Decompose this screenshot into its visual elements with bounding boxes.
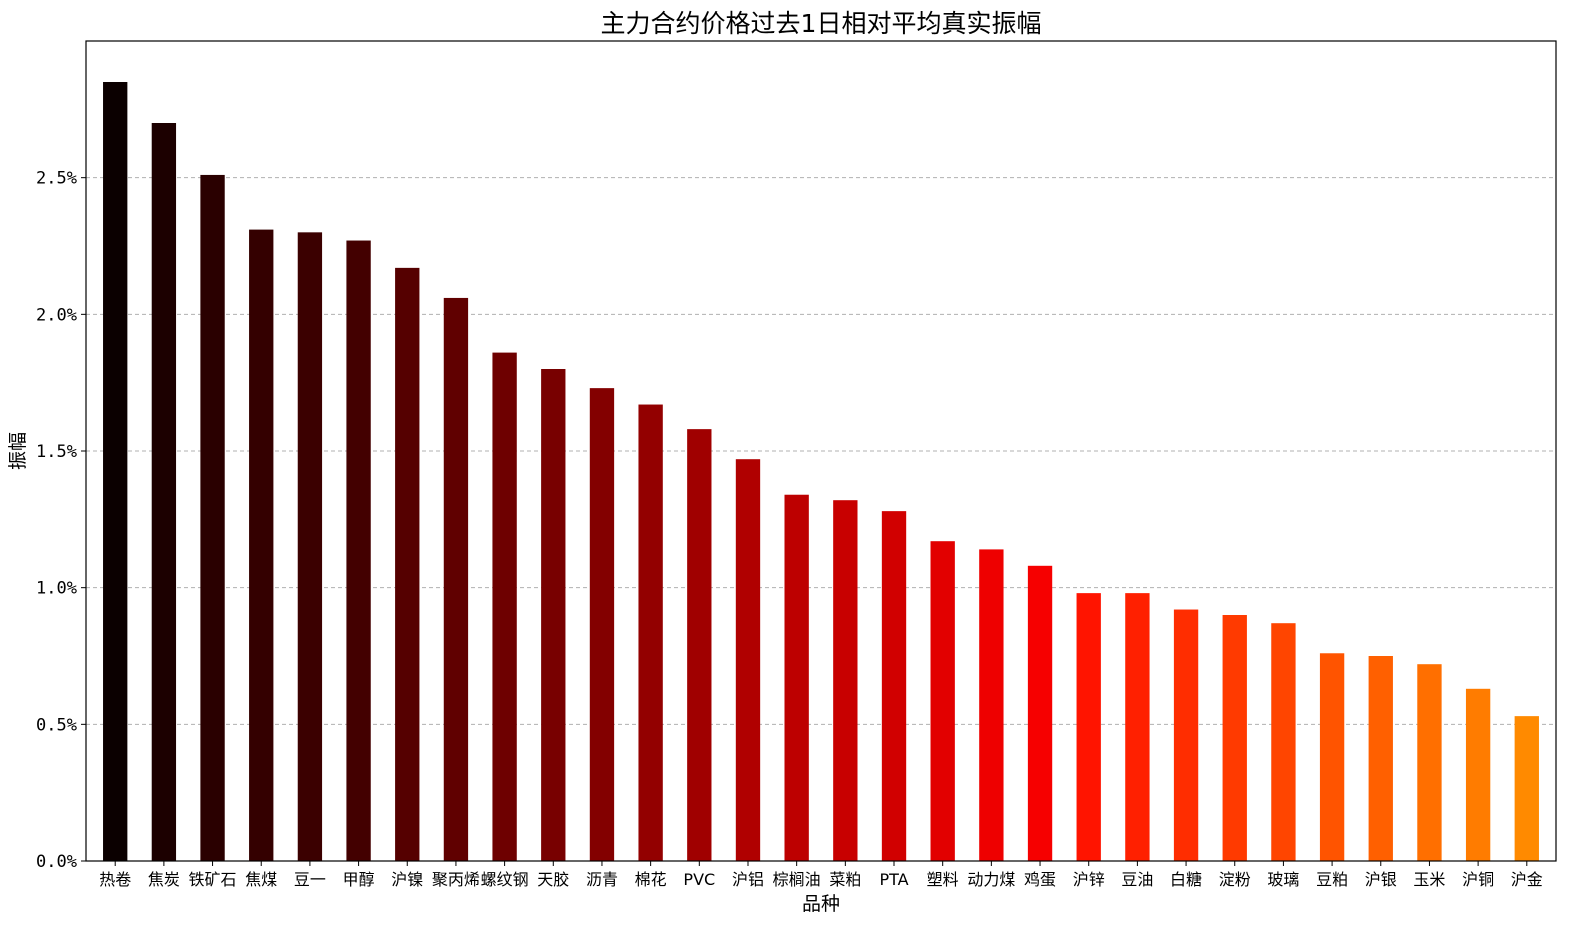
bar [492,352,517,861]
y-axis-title: 振幅 [7,432,29,470]
bar [979,549,1004,861]
grid-lines [86,177,1556,725]
bar [1368,656,1393,861]
x-tick-label: 沪银 [1365,870,1397,889]
x-tick-label: 焦炭 [148,870,180,889]
x-tick-label: 棉花 [635,870,667,889]
x-tick-label: 玉米 [1413,870,1445,889]
bar [151,123,177,861]
x-tick-label: 焦煤 [245,870,277,889]
bar [103,82,128,861]
x-tick-label: 沪金 [1511,870,1543,889]
bar [1271,623,1296,861]
y-tick-label: 1.0% [36,579,77,599]
x-tick-label: 沥青 [586,870,618,889]
x-tick-label: 甲醇 [343,870,375,889]
x-axis-title: 品种 [802,893,840,915]
x-tick-label: PVC [683,870,715,889]
y-tick-label: 2.0% [36,305,77,325]
x-tick-label: 白糖 [1170,870,1202,889]
bar [735,459,761,861]
bars [103,82,1539,862]
bar [249,229,274,862]
bar [1514,716,1539,861]
x-tick-label: 淀粉 [1219,870,1251,889]
x-tick-label: 豆粕 [1316,870,1348,889]
x-tick-label: 铁矿石 [189,870,237,889]
bar [589,388,615,861]
x-tick-label: 棕榈油 [773,870,821,889]
bar [346,240,371,862]
x-tick-label: 螺纹钢 [481,870,529,889]
x-tick-label: 豆一 [294,870,326,889]
y-axis-ticks: 0.0% 0.5% 1.0% 1.5% 2.0% 2.5% [36,169,86,872]
y-tick-label: 0.5% [36,715,77,735]
bar [687,429,712,861]
bar [1417,664,1442,861]
bar [1319,653,1345,861]
bar [638,404,663,861]
x-tick-label: 动力煤 [967,870,1015,889]
x-tick-label: 热卷 [99,870,131,889]
bar [1173,609,1199,861]
y-tick-label: 1.5% [36,442,77,462]
x-tick-label: 沪铝 [732,870,764,889]
bar [1465,688,1491,861]
bar [200,174,225,861]
bar [395,267,420,861]
bar [881,511,907,861]
x-tick-label: 聚丙烯 [432,870,480,889]
y-tick-label: 2.5% [36,169,77,189]
x-tick-label: 豆油 [1121,870,1153,889]
y-tick-label: 0.0% [36,852,77,872]
bar [1125,593,1150,861]
bar [1076,593,1101,861]
x-tick-label: 鸡蛋 [1024,870,1056,889]
bar [1027,565,1053,861]
bar [541,369,566,861]
x-tick-label: 天胶 [537,870,569,889]
x-axis-ticks: 热卷 焦炭 铁矿石 焦煤 豆一 甲醇 沪镍 聚丙烯 螺纹钢 天胶 沥青 棉花 PVC 沪铝 棕榈油 菜粕 PTA… [99,861,1543,889]
x-tick-label: 沪锌 [1073,870,1105,889]
x-tick-label: 沪镍 [391,870,423,889]
chart-title: 主力合约价格过去1日相对平均真实振幅 [601,9,1042,38]
bar [443,297,469,861]
x-tick-label: 玻璃 [1267,870,1299,889]
bar [784,494,809,861]
bar [297,232,323,862]
bar [930,541,955,861]
bar [833,500,858,861]
x-tick-label: 菜粕 [829,870,861,889]
x-tick-label: 沪铜 [1462,870,1494,889]
x-tick-label: 塑料 [927,870,959,889]
x-tick-label: PTA [879,870,908,889]
bar [1222,615,1247,861]
